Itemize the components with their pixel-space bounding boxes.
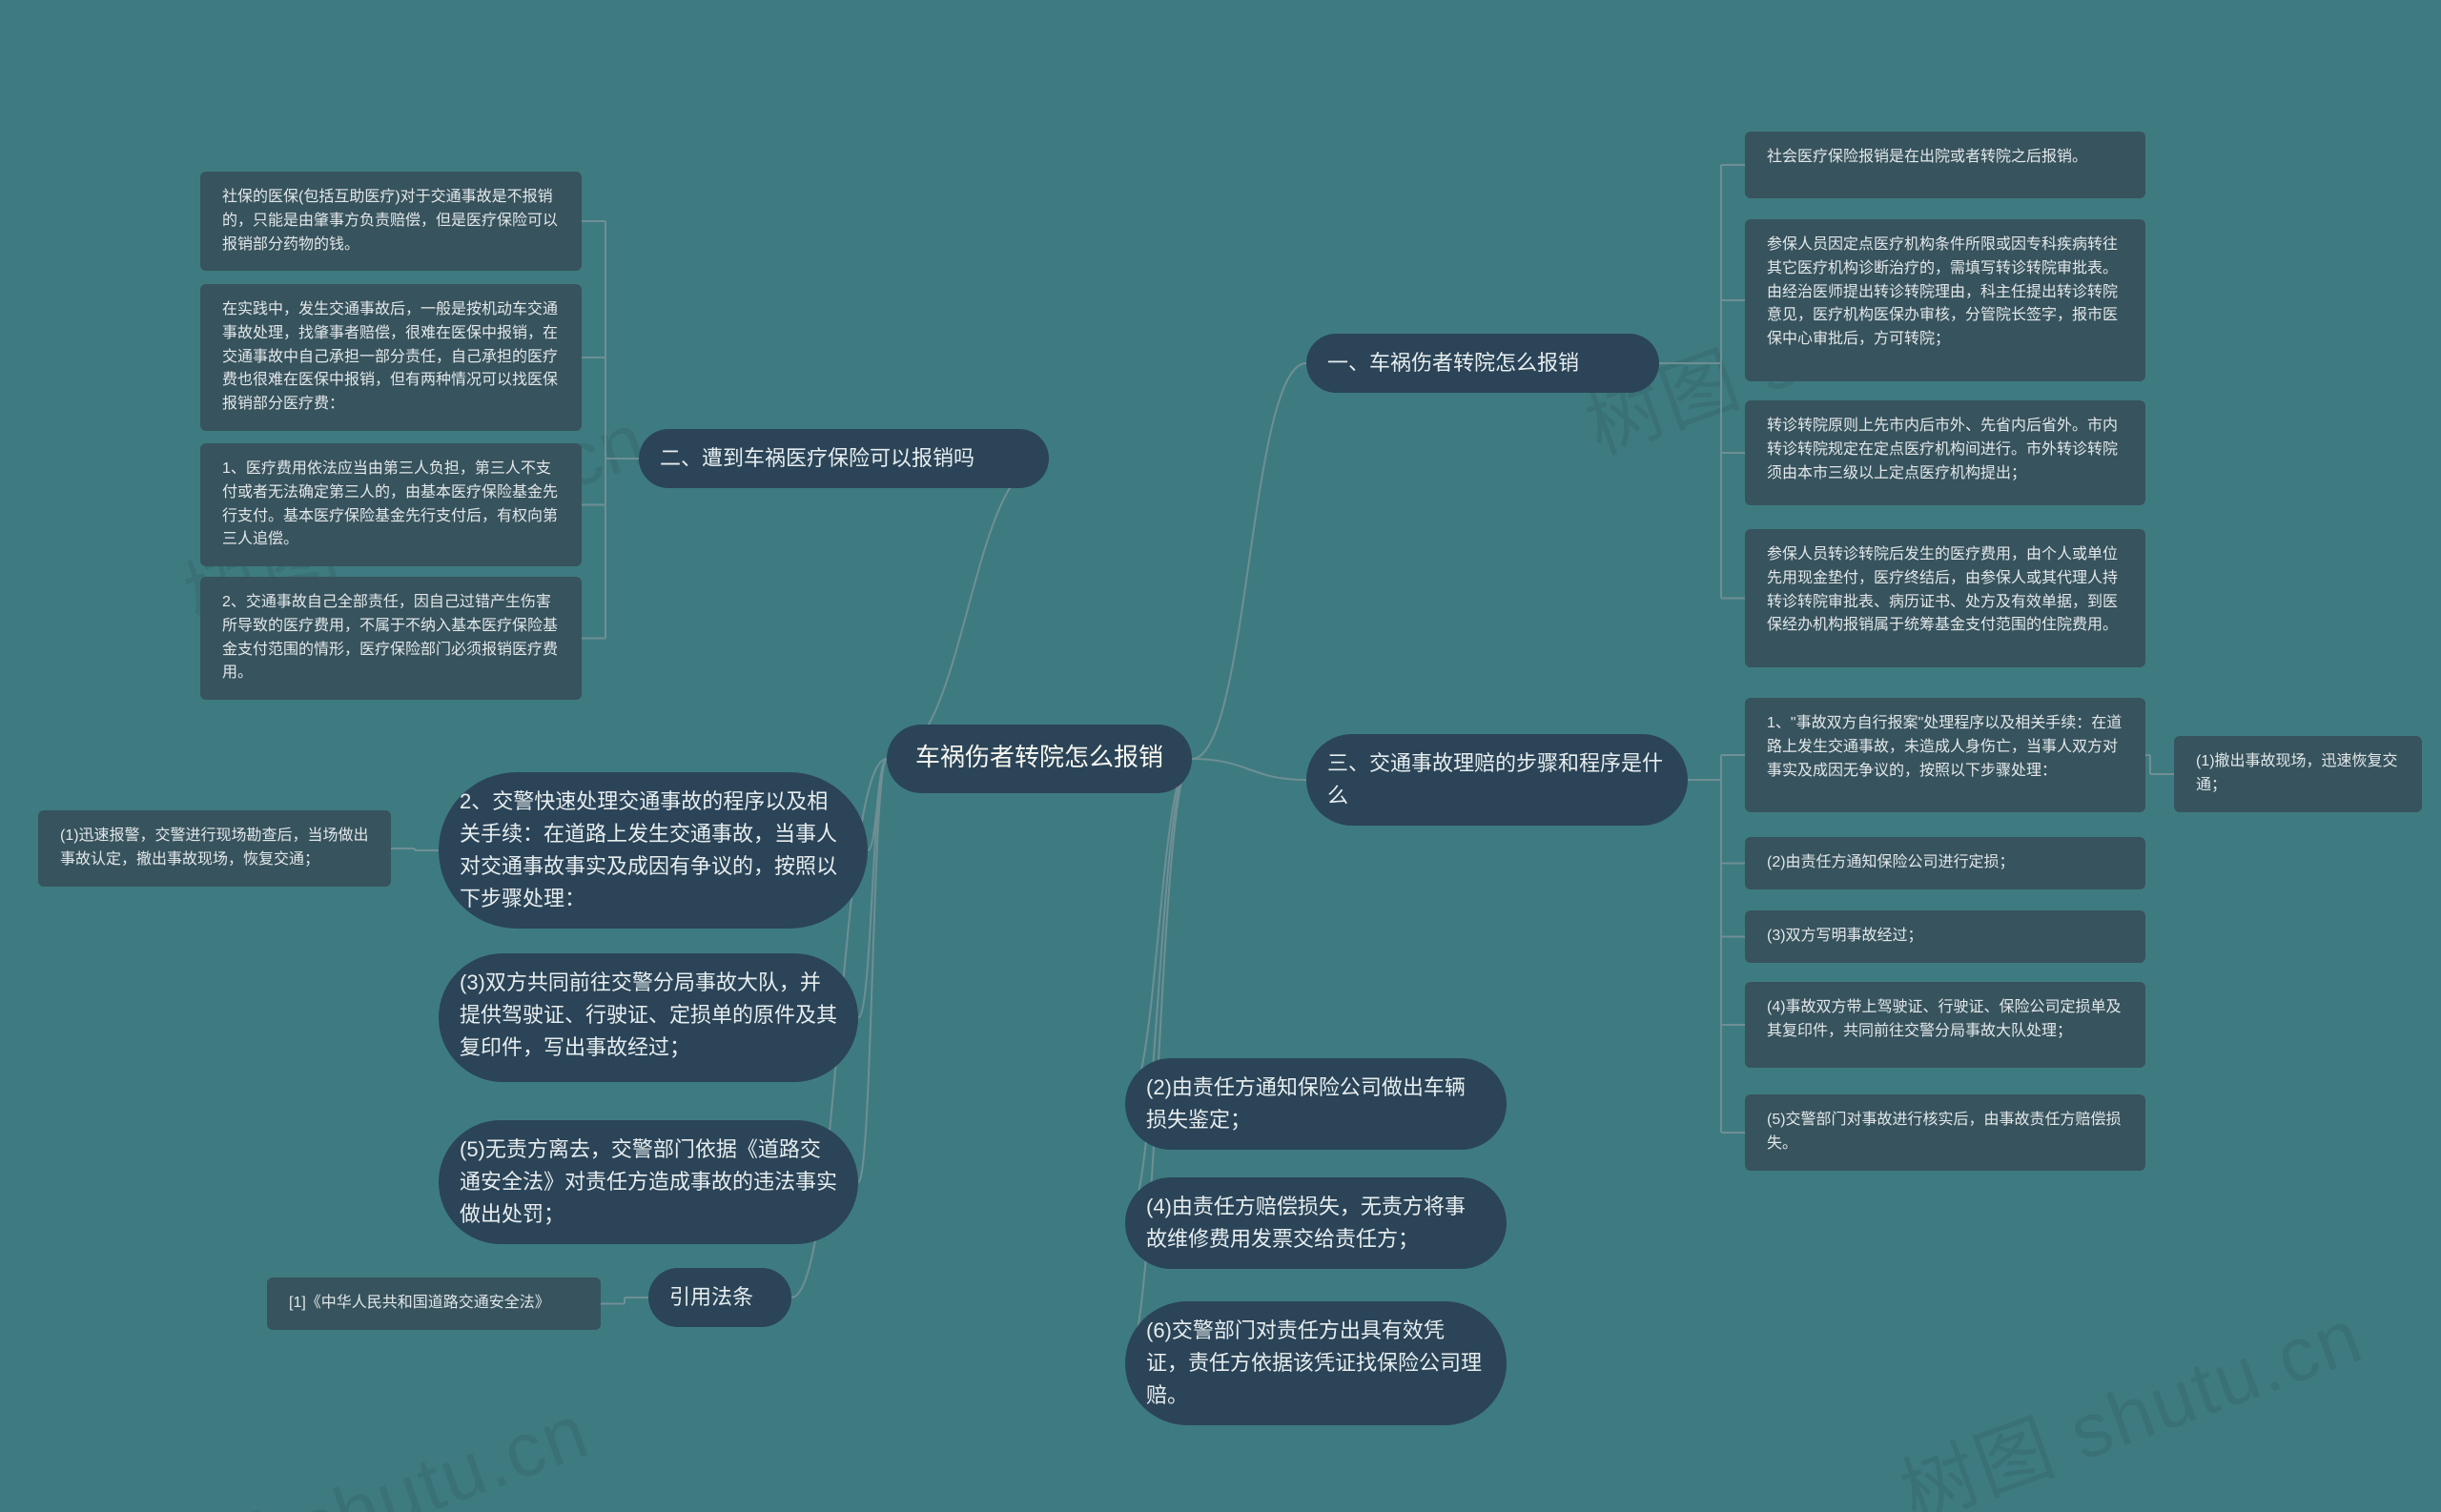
bracket-edge	[391, 848, 439, 850]
branch-node[interactable]: (4)由责任方赔偿损失，无责方将事故维修费用发票交给责任方；	[1125, 1177, 1507, 1269]
leaf-node[interactable]: (4)事故双方带上驾驶证、行驶证、保险公司定损单及其复印件，共同前往交警分局事故…	[1745, 982, 2145, 1068]
edge	[868, 759, 887, 850]
leaf-node[interactable]: 社保的医保(包括互助医疗)对于交通事故是不报销的，只能是由肇事方负责赔偿，但是医…	[200, 172, 582, 271]
branch-node[interactable]: (2)由责任方通知保险公司做出车辆损失鉴定；	[1125, 1058, 1507, 1150]
leaf-node[interactable]: 1、"事故双方自行报案"处理程序以及相关手续：在道路上发生交通事故，未造成人身伤…	[1745, 698, 2145, 812]
leaf-node[interactable]: (3)双方写明事故经过；	[1745, 910, 2145, 963]
leaf-node[interactable]: 1、医疗费用依法应当由第三人负担，第三人不支付或者无法确定第三人的，由基本医疗保…	[200, 443, 582, 566]
center-node[interactable]: 车祸伤者转院怎么报销	[887, 725, 1192, 793]
bracket-edge	[601, 1297, 648, 1304]
edge	[1125, 759, 1192, 1104]
branch-node[interactable]: 二、遭到车祸医疗保险可以报销吗	[639, 429, 1049, 488]
edge	[858, 759, 887, 1018]
leaf-node[interactable]: (2)由责任方通知保险公司进行定损；	[1745, 837, 2145, 889]
branch-node[interactable]: 三、交通事故理赔的步骤和程序是什么	[1306, 734, 1688, 826]
leaf-node[interactable]: 参保人员因定点医疗机构条件所限或因专科疾病转往其它医疗机构诊断治疗的，需填写转诊…	[1745, 219, 2145, 381]
bracket-edge	[2145, 755, 2174, 774]
watermark: 树图 shutu.cn	[1883, 1275, 2375, 1512]
edge	[1192, 363, 1306, 759]
edge	[1125, 759, 1192, 1223]
leaf-node[interactable]: 社会医疗保险报销是在出院或者转院之后报销。	[1745, 132, 2145, 198]
bracket-edge	[1688, 755, 1745, 1133]
branch-node[interactable]: (5)无责方离去，交警部门依据《道路交通安全法》对责任方造成事故的违法事实做出处…	[439, 1120, 858, 1244]
edge	[1192, 759, 1306, 780]
leaf-node[interactable]: 在实践中，发生交通事故后，一般是按机动车交通事故处理，找肇事者赔偿，很难在医保中…	[200, 284, 582, 431]
leaf-node[interactable]: (1)迅速报警，交警进行现场勘查后，当场做出事故认定，撤出事故现场，恢复交通；	[38, 810, 391, 887]
branch-node[interactable]: 2、交警快速处理交通事故的程序以及相关手续：在道路上发生交通事故，当事人对交通事…	[439, 772, 868, 929]
watermark: 树图 shutu.cn	[110, 1370, 602, 1512]
edge	[887, 459, 1049, 759]
leaf-node[interactable]: 转诊转院原则上先市内后市外、先省内后省外。市内转诊转院规定在定点医疗机构间进行。…	[1745, 400, 2145, 505]
leaf-node[interactable]: 参保人员转诊转院后发生的医疗费用，由个人或单位先用现金垫付，医疗终结后，由参保人…	[1745, 529, 2145, 667]
bracket-edge	[582, 221, 639, 639]
leaf-node[interactable]: 2、交通事故自己全部责任，因自己过错产生伤害所导致的医疗费用，不属于不纳入基本医…	[200, 577, 582, 700]
branch-node[interactable]: (3)双方共同前往交警分局事故大队，并提供驾驶证、行驶证、定损单的原件及其复印件…	[439, 953, 858, 1082]
bracket-edge	[1659, 165, 1745, 599]
mindmap-canvas: 树图 shutu.cn树图 shutu.cn树图 shutu.cn树图 shut…	[0, 0, 2441, 1512]
leaf-node[interactable]: (1)撤出事故现场，迅速恢复交通；	[2174, 736, 2422, 812]
branch-node[interactable]: (6)交警部门对责任方出具有效凭证，责任方依据该凭证找保险公司理赔。	[1125, 1301, 1507, 1425]
leaf-node[interactable]: [1]《中华人民共和国道路交通安全法》	[267, 1277, 601, 1330]
leaf-node[interactable]: (5)交警部门对事故进行核实后，由事故责任方赔偿损失。	[1745, 1094, 2145, 1171]
branch-node[interactable]: 引用法条	[648, 1268, 791, 1327]
branch-node[interactable]: 一、车祸伤者转院怎么报销	[1306, 334, 1659, 393]
